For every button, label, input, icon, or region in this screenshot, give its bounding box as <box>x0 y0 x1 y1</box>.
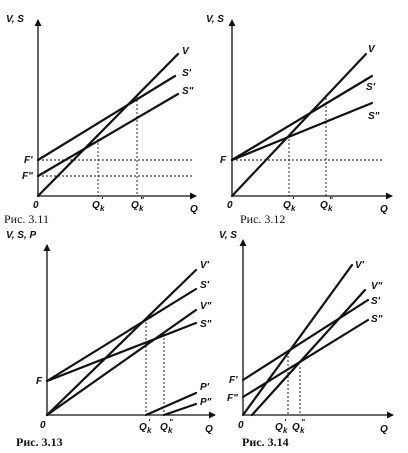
x-axis-label: Q <box>205 424 213 435</box>
tick-subscript-k: k <box>291 204 296 213</box>
tick-q: Q <box>139 422 147 433</box>
tick-label-qk-prime: Q k ' <box>283 196 296 213</box>
origin-label: 0 <box>40 420 46 431</box>
line-label-v-double-prime: V" <box>200 301 212 312</box>
tick-label-qk-prime: Q k ' <box>275 418 288 435</box>
tick-q: Q <box>131 200 139 211</box>
figure-3-11: V, S Q 0 V S' S" F' F" Q k ' Q k " Рис. … <box>4 14 198 226</box>
line-s-prime <box>241 298 370 382</box>
line-label-s-prime: S' <box>366 82 376 93</box>
tick-prime: ' <box>148 418 151 427</box>
tick-q: Q <box>320 200 328 211</box>
tick-prime: ' <box>284 418 287 427</box>
line-v <box>230 52 368 198</box>
figure-3-13: V, S, P Q 0 V' S' V" S" P' P" F Q k ' Q … <box>6 230 216 449</box>
tick-label-qk-double-prime: Q k " <box>320 196 333 213</box>
tick-prime: ' <box>292 196 295 205</box>
caption: Рис. 3.14 <box>242 435 289 449</box>
tick-label-f-double-prime: F" <box>227 393 238 404</box>
line-label-v-prime: V' <box>355 260 365 271</box>
y-axis-label: V, S <box>219 230 237 241</box>
line-label-s-prime: S' <box>182 68 192 79</box>
line-label-s-double-prime: S" <box>182 86 194 97</box>
line-s-prime <box>230 74 374 162</box>
tick-subscript-k: k <box>168 426 173 435</box>
tick-q: Q <box>292 422 300 433</box>
y-axis-label: V, S <box>206 14 224 25</box>
origin-label: 0 <box>227 200 233 211</box>
tick-subscript-k: k <box>100 204 105 213</box>
tick-q: Q <box>92 200 100 211</box>
line-label-v-prime: V' <box>200 260 210 271</box>
line-label-s-prime: S' <box>371 296 381 307</box>
caption: Рис. 3.12 <box>240 212 285 226</box>
origin-label: 0 <box>238 420 244 431</box>
figure-3-14: V, S Q 0 V' V" S' S" F' F" Q k ' Q k " Р… <box>219 230 394 449</box>
line-label-s-prime: S' <box>200 280 210 291</box>
line-label-s-double-prime: S" <box>371 314 383 325</box>
line-label-v: V <box>182 46 190 57</box>
line-label-v: V <box>368 44 376 55</box>
line-v-prime <box>241 263 354 417</box>
tick-double-prime: " <box>301 418 305 427</box>
tick-label-f: F <box>220 155 227 166</box>
tick-subscript-k: k <box>139 204 144 213</box>
line-s-prime <box>36 74 177 162</box>
figure-3-12: V, S Q 0 V S' S" F Q k ' Q k " Рис. 3.12 <box>206 14 393 226</box>
tick-label-f-prime: F' <box>229 375 238 386</box>
line-v-double-prime <box>45 308 198 417</box>
line-v <box>36 52 180 198</box>
tick-double-prime: " <box>140 196 144 205</box>
tick-label-f-double-prime: F" <box>22 171 33 182</box>
tick-label-qk-prime: Q k ' <box>92 196 105 213</box>
y-axis-label: V, S, P <box>6 230 37 241</box>
line-s-double-prime <box>230 101 374 162</box>
tick-subscript-k: k <box>328 204 333 213</box>
line-s-double-prime <box>241 318 370 399</box>
caption: Рис. 3.11 <box>4 212 49 226</box>
origin-label: 0 <box>33 200 39 211</box>
tick-label-f: F <box>36 376 43 387</box>
tick-q: Q <box>275 422 283 433</box>
tick-subscript-k: k <box>147 426 152 435</box>
tick-prime: ' <box>101 196 104 205</box>
tick-q: Q <box>283 200 291 211</box>
tick-subscript-k: k <box>300 426 305 435</box>
line-p-double-prime <box>162 402 198 417</box>
tick-label-f-prime: F' <box>24 155 33 166</box>
tick-label-qk-double-prime: Q k " <box>131 196 144 213</box>
x-axis-label: Q <box>190 204 198 215</box>
y-axis-label: V, S <box>6 14 24 25</box>
x-axis-label: Q <box>380 204 388 215</box>
line-label-v-double-prime: V" <box>371 281 383 292</box>
x-axis-label: Q <box>380 424 388 435</box>
line-label-p-double-prime: P" <box>200 397 212 408</box>
line-v-double-prime <box>250 288 367 417</box>
tick-double-prime: " <box>169 418 173 427</box>
tick-label-qk-double-prime: Q k " <box>292 418 305 435</box>
tick-subscript-k: k <box>283 426 288 435</box>
line-s-double-prime <box>45 321 198 383</box>
line-label-s-double-prime: S" <box>368 111 380 122</box>
line-s-double-prime <box>36 92 180 178</box>
tick-double-prime: " <box>329 196 333 205</box>
line-p-prime <box>144 391 198 417</box>
line-label-p-prime: P' <box>200 382 210 393</box>
tick-label-qk-prime: Q k ' <box>139 418 152 435</box>
line-v-prime <box>45 268 198 417</box>
tick-label-qk-double-prime: Q k " <box>160 418 173 435</box>
line-label-s-double-prime: S" <box>200 319 212 330</box>
tick-q: Q <box>160 422 168 433</box>
line-s-prime <box>45 287 198 383</box>
caption: Рис. 3.13 <box>16 435 63 449</box>
